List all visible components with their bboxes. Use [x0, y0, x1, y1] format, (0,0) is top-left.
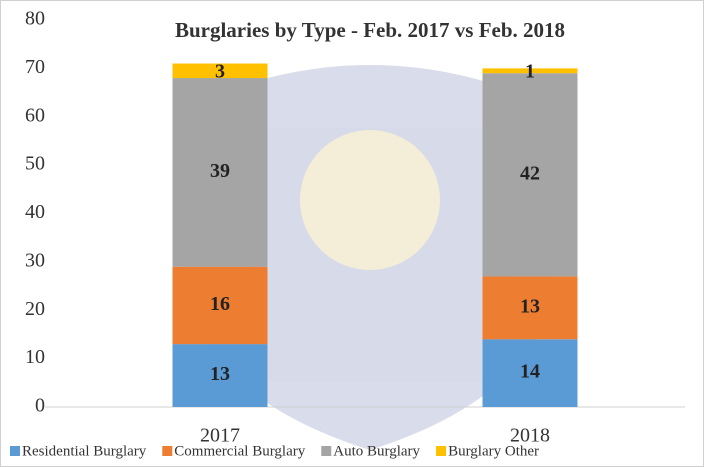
y-tick-label: 30: [25, 249, 45, 271]
legend-swatch: [162, 446, 172, 456]
data-label: 13: [210, 363, 230, 385]
y-tick-label: 50: [25, 153, 45, 175]
data-label: 1: [525, 60, 535, 82]
data-label: 3: [215, 60, 225, 82]
y-tick-label: 60: [25, 104, 45, 126]
data-label: 14: [520, 361, 540, 383]
legend-label: Commercial Burglary: [174, 443, 305, 459]
chart: Burglaries by Type - Feb. 2017 vs Feb. 2…: [0, 0, 704, 467]
data-label: 13: [520, 295, 540, 317]
y-tick-label: 20: [25, 298, 45, 320]
chart-title: Burglaries by Type - Feb. 2017 vs Feb. 2…: [175, 18, 565, 42]
y-tick-label: 10: [25, 346, 45, 368]
legend-swatch: [436, 446, 446, 456]
data-label: 42: [520, 162, 540, 184]
legend-swatch: [321, 446, 331, 456]
legend-label: Residential Burglary: [22, 443, 147, 459]
legend-swatch: [10, 446, 20, 456]
page: Burglaries by Type - Feb. 2017 vs Feb. 2…: [0, 0, 704, 467]
data-label: 39: [210, 160, 230, 182]
legend-label: Auto Burglary: [333, 443, 420, 459]
legend-label: Burglary Other: [448, 443, 539, 459]
data-label: 16: [210, 293, 230, 315]
y-tick-label: 0: [35, 395, 45, 417]
y-tick-label: 80: [25, 8, 45, 30]
y-tick-label: 70: [25, 56, 45, 78]
y-tick-label: 40: [25, 201, 45, 223]
